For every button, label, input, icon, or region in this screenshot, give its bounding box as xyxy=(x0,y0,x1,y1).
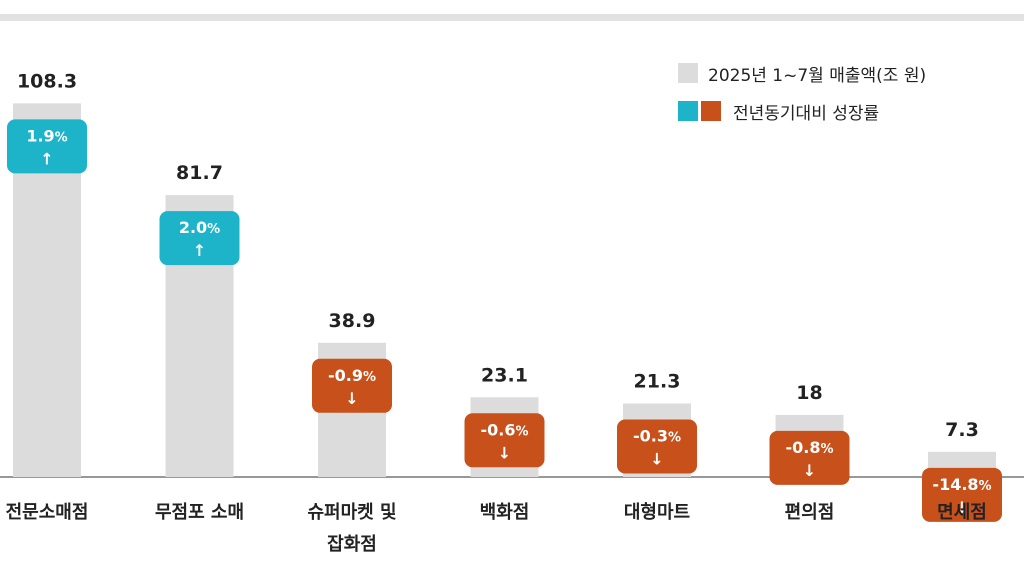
down-arrow-icon: ↓ xyxy=(345,389,358,408)
category-label: 슈퍼마켓 및 xyxy=(307,502,396,523)
legend-item-growth: 전년동기대비 성장률 xyxy=(678,98,926,124)
sales-value-label: 38.9 xyxy=(329,310,376,332)
top-divider xyxy=(0,14,1024,21)
category-label: 면세점 xyxy=(937,502,987,523)
category-label: 백화점 xyxy=(480,502,530,523)
category-label: 대형마트 xyxy=(624,502,690,523)
growth-badge-negative xyxy=(769,430,850,485)
growth-rate-label: 1.9% xyxy=(26,126,67,145)
up-arrow-icon: ↑ xyxy=(193,241,206,260)
category-label: 무점포 소매 xyxy=(155,502,244,523)
legend: 2025년 1~7월 매출액(조 원) 전년동기대비 성장률 xyxy=(678,60,926,136)
down-arrow-icon: ↓ xyxy=(650,450,663,469)
category-label: 편의점 xyxy=(785,502,835,523)
down-arrow-icon: ↓ xyxy=(803,461,816,480)
category-label: 잡화점 xyxy=(327,534,377,555)
legend-swatch-sales xyxy=(678,63,698,83)
legend-swatch-growth-negative xyxy=(701,101,721,121)
growth-badge-negative xyxy=(464,413,545,468)
legend-label-growth: 전년동기대비 성장률 xyxy=(733,103,880,124)
growth-badge-positive xyxy=(7,119,87,174)
growth-badge-negative xyxy=(617,419,697,474)
up-arrow-icon: ↑ xyxy=(40,149,53,168)
legend-swatch-growth-positive xyxy=(678,101,698,121)
growth-badge-negative xyxy=(922,467,1002,522)
growth-rate-label: -0.8% xyxy=(785,438,833,457)
growth-rate-label: -0.9% xyxy=(328,366,376,385)
category-label: 전문소매점 xyxy=(6,502,89,523)
growth-rate-label: -0.6% xyxy=(480,420,528,439)
down-arrow-icon: ↓ xyxy=(498,443,511,462)
growth-badge-positive xyxy=(159,211,240,266)
legend-label-sales: 2025년 1~7월 매출액(조 원) xyxy=(708,65,927,86)
growth-badge-negative xyxy=(312,358,392,413)
growth-rate-label: -0.3% xyxy=(633,427,681,446)
sales-value-label: 18 xyxy=(796,382,822,404)
sales-value-label: 7.3 xyxy=(945,419,979,441)
sales-value-label: 21.3 xyxy=(634,371,681,393)
down-arrow-icon: ↓ xyxy=(955,498,968,517)
sales-value-label: 108.3 xyxy=(17,70,77,92)
sales-value-label: 23.1 xyxy=(481,364,528,386)
growth-rate-label: -14.8% xyxy=(932,475,991,494)
legend-item-sales: 2025년 1~7월 매출액(조 원) xyxy=(678,60,926,86)
growth-rate-label: 2.0% xyxy=(179,218,220,237)
sales-value-label: 81.7 xyxy=(176,162,223,184)
